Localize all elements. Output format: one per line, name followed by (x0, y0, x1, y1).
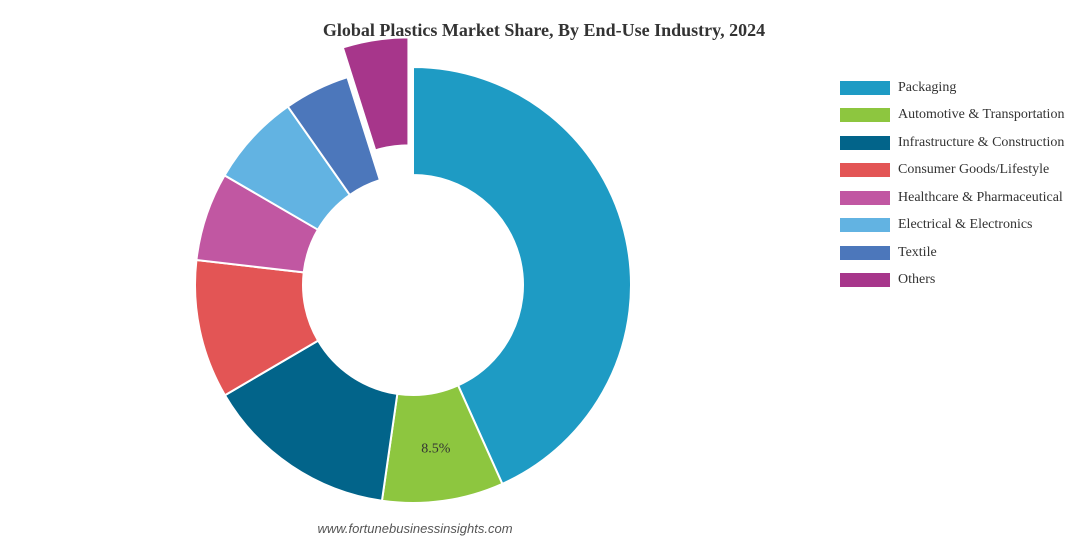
legend-swatch (840, 135, 890, 150)
legend-item-consumer-goods-lifestyle[interactable]: Consumer Goods/Lifestyle (840, 157, 1064, 185)
legend-label: Automotive & Transportation (898, 107, 1065, 123)
slice-textile (286, 75, 382, 197)
legend-item-others[interactable]: Others (840, 267, 1064, 295)
legend-item-packaging[interactable]: Packaging (840, 74, 1064, 102)
legend-swatch (840, 108, 890, 123)
legend-swatch (840, 218, 890, 233)
source-credit: www.fortunebusinessinsights.com (317, 521, 513, 536)
legend-label: Consumer Goods/Lifestyle (898, 162, 1050, 178)
legend-swatch (840, 163, 890, 178)
chart-legend: Packaging Automotive & Transportation Infr… (840, 74, 1064, 294)
legend-item-textile[interactable]: Textile (840, 239, 1064, 267)
legend-swatch (840, 245, 890, 260)
legend-item-healthcare-pharmaceutical[interactable]: Healthcare & Pharmaceutical (840, 184, 1064, 212)
legend-label: Others (898, 272, 936, 288)
legend-label: Electrical & Electronics (898, 217, 1033, 233)
slice-others (341, 36, 410, 152)
legend-item-automotive-transportation[interactable]: Automotive & Transportation (840, 102, 1064, 130)
chart-title: Global Plastics Market Share, By End-Use… (322, 20, 766, 40)
donut-chart: 8.5% (194, 36, 632, 504)
legend-label: Packaging (898, 79, 957, 95)
data-label-automotive-transportation: 8.5% (421, 441, 451, 456)
legend-swatch (840, 80, 890, 95)
slice-packaging (412, 65, 632, 486)
legend-label: Healthcare & Pharmaceutical (898, 189, 1063, 205)
legend-item-electrical-electronics[interactable]: Electrical & Electronics (840, 212, 1064, 240)
legend-label: Infrastructure & Construction (898, 134, 1065, 150)
legend-swatch (840, 273, 890, 288)
legend-label: Textile (898, 244, 937, 260)
legend-swatch (840, 190, 890, 205)
legend-item-infrastructure-construction[interactable]: Infrastructure & Construction (840, 129, 1064, 157)
